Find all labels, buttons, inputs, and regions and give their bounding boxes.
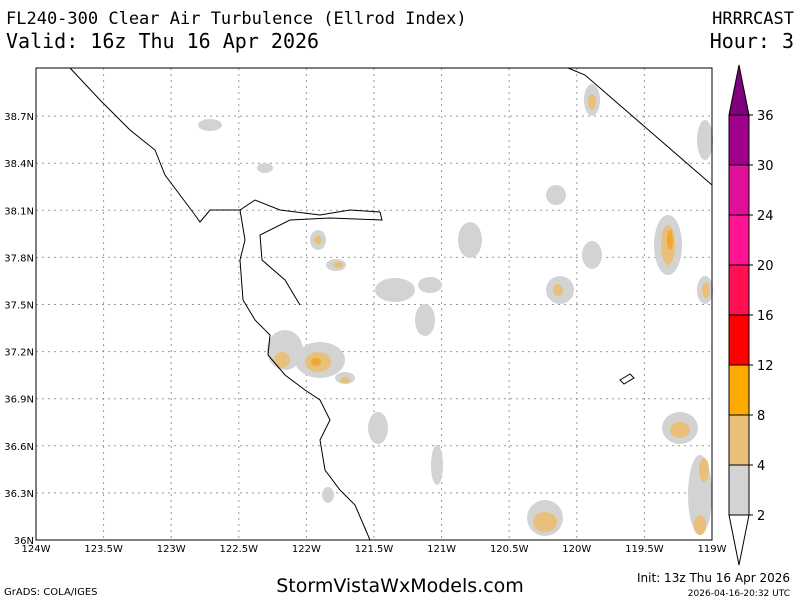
lat-label: 38.1N [4,206,34,217]
lon-label: 123W [157,544,186,555]
colorbar-label: 16 [757,309,774,324]
lat-label: 36N [14,536,34,547]
lat-label: 38.7N [4,112,34,123]
lon-label: 123.5W [84,544,123,555]
colorbar-segment [728,114,750,166]
lon-label: 124W [22,544,51,555]
lat-label: 36.6N [4,442,34,453]
boundaries [69,67,713,541]
colorbar-label: 12 [757,359,774,374]
timestamp: 2026-04-16-20:32 UTC [688,589,790,599]
grid: 38.7N 38.4N 38.1N 37.8N 37.5N 37.2N 36.9N 36.6N… [4,68,727,555]
lon-label: 122W [292,544,321,555]
colorbar-label: 24 [757,209,774,224]
colorbar-segment [728,264,750,316]
lon-label: 119W [698,544,727,555]
lat-label: 37.8N [4,253,34,264]
colorbar-segment [728,314,750,366]
site-name: StormVistaWxModels.com [276,575,524,597]
lat-label: 36.3N [4,489,34,500]
lon-label: 120W [562,544,591,555]
colorbar-label: 20 [757,259,774,274]
colorbar-segment [728,464,750,516]
colorbar-segment [728,414,750,466]
colorbar-segment [728,164,750,216]
forecast-hour: Hour: 3 [710,29,794,53]
title: FL240-300 Clear Air Turbulence (Ellrod I… [6,9,467,29]
lat-label: 37.2N [4,348,34,359]
colorbar-label: 8 [757,409,765,424]
map-frame [35,67,713,541]
turbulence-fields [198,84,713,536]
lon-label: 120.5W [490,544,529,555]
init-time: Init: 13z Thu 16 Apr 2026 [637,571,790,585]
lat-label: 36.9N [4,395,34,406]
lat-label: 38.4N [4,159,34,170]
model-name: HRRRCAST [712,9,794,29]
colorbar-low-end [728,514,750,566]
colorbar-segment [728,214,750,266]
lon-label: 119.5W [625,544,664,555]
lat-label: 37.5N [4,301,34,312]
colorbar-label: 2 [757,509,765,524]
colorbar-label: 36 [757,109,774,124]
colorbar-high-end [728,64,750,116]
colorbar-label: 4 [757,459,765,474]
lon-label: 121W [427,544,456,555]
valid-time: Valid: 16z Thu 16 Apr 2026 [6,29,319,53]
lon-label: 121.5W [355,544,394,555]
lon-label: 122.5W [220,544,259,555]
colorbar-label: 30 [757,159,774,174]
credit: GrADS: COLA/IGES [4,587,98,598]
colorbar-segment [728,364,750,416]
